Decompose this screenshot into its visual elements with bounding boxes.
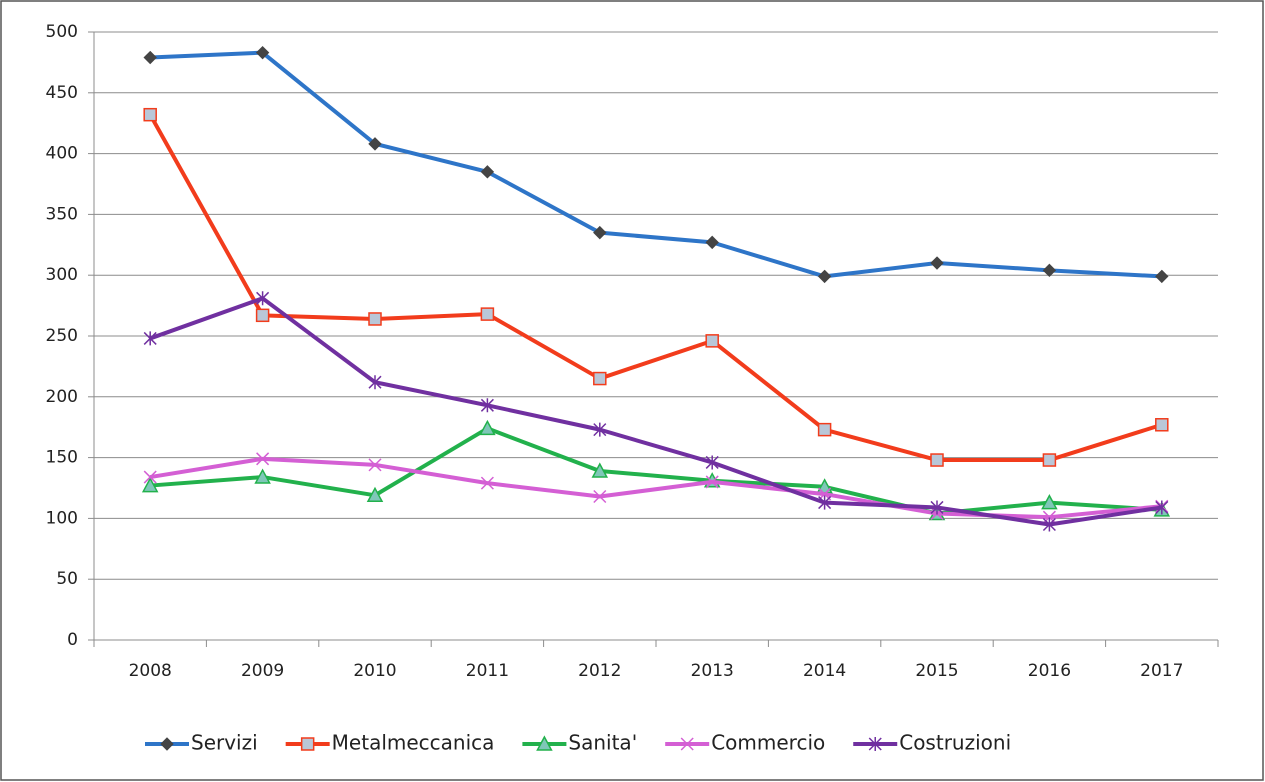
y-tick-label: 0 xyxy=(67,630,78,650)
y-tick-label: 450 xyxy=(46,83,78,103)
marker xyxy=(930,500,944,515)
marker xyxy=(818,495,832,510)
legend: Servizi Metalmeccanica Sanita' Commercio Cos… xyxy=(145,731,1011,755)
marker xyxy=(255,308,270,323)
marker xyxy=(1042,453,1057,467)
y-tick-label: 150 xyxy=(46,448,78,468)
x-tick-label: 2016 xyxy=(1028,661,1071,681)
y-tick-label: 250 xyxy=(46,326,78,346)
marker xyxy=(256,452,270,466)
marker xyxy=(480,307,495,321)
series-line xyxy=(150,50,1162,279)
marker xyxy=(680,737,694,751)
marker xyxy=(591,462,609,478)
x-tick-label: 2013 xyxy=(691,661,734,681)
legend-label: Commercio xyxy=(711,731,825,755)
x-tick-label: 2017 xyxy=(1140,661,1183,681)
legend-label: Costruzioni xyxy=(899,731,1011,755)
x-tick-label: 2009 xyxy=(241,661,284,681)
y-tick-label: 300 xyxy=(46,265,78,285)
legend-label: Metalmeccanica xyxy=(332,731,495,755)
marker xyxy=(593,371,607,386)
marker xyxy=(480,165,495,179)
marker xyxy=(368,375,382,390)
marker xyxy=(593,422,607,437)
marker xyxy=(1041,494,1058,510)
series-line xyxy=(149,296,1163,527)
marker xyxy=(1155,269,1169,284)
y-tick-label: 50 xyxy=(56,569,78,589)
marker xyxy=(1042,263,1057,278)
x-tick-label: 2014 xyxy=(803,661,846,681)
marker xyxy=(817,422,832,437)
y-tick-label: 350 xyxy=(46,204,78,224)
marker xyxy=(705,235,719,250)
marker xyxy=(817,269,832,284)
marker xyxy=(1155,418,1169,432)
marker xyxy=(593,225,607,240)
series-line xyxy=(148,113,1163,463)
marker xyxy=(143,470,157,484)
marker xyxy=(1042,517,1056,532)
marker xyxy=(368,458,382,472)
marker xyxy=(368,137,382,151)
marker xyxy=(480,476,494,490)
marker xyxy=(143,331,157,346)
marker xyxy=(705,475,719,489)
y-tick-label: 500 xyxy=(46,22,78,42)
x-tick-label: 2010 xyxy=(353,661,396,681)
marker xyxy=(368,312,382,326)
marker xyxy=(705,334,719,348)
x-tick-label: 2012 xyxy=(578,661,621,681)
marker xyxy=(254,468,271,484)
x-tick-label: 2015 xyxy=(915,661,958,681)
series-line xyxy=(150,426,1162,516)
marker xyxy=(930,256,944,270)
marker xyxy=(1155,500,1169,515)
y-tick-label: 200 xyxy=(46,387,78,407)
x-tick-label: 2011 xyxy=(466,661,509,681)
legend-label: Servizi xyxy=(191,731,258,755)
y-tick-label: 400 xyxy=(46,144,78,164)
x-tick-label: 2008 xyxy=(129,661,172,681)
marker xyxy=(705,455,719,470)
marker xyxy=(930,453,944,467)
marker xyxy=(143,50,157,65)
marker xyxy=(366,486,384,503)
y-tick-label: 100 xyxy=(46,508,78,528)
marker xyxy=(141,476,159,493)
marker xyxy=(300,737,315,751)
marker xyxy=(255,45,270,60)
marker xyxy=(480,398,494,413)
marker xyxy=(536,735,553,751)
marker xyxy=(256,291,270,306)
marker xyxy=(479,419,496,436)
marker xyxy=(143,107,157,122)
marker xyxy=(160,737,174,751)
marker xyxy=(593,489,607,504)
legend-label: Sanita' xyxy=(568,731,637,755)
marker xyxy=(868,737,882,751)
